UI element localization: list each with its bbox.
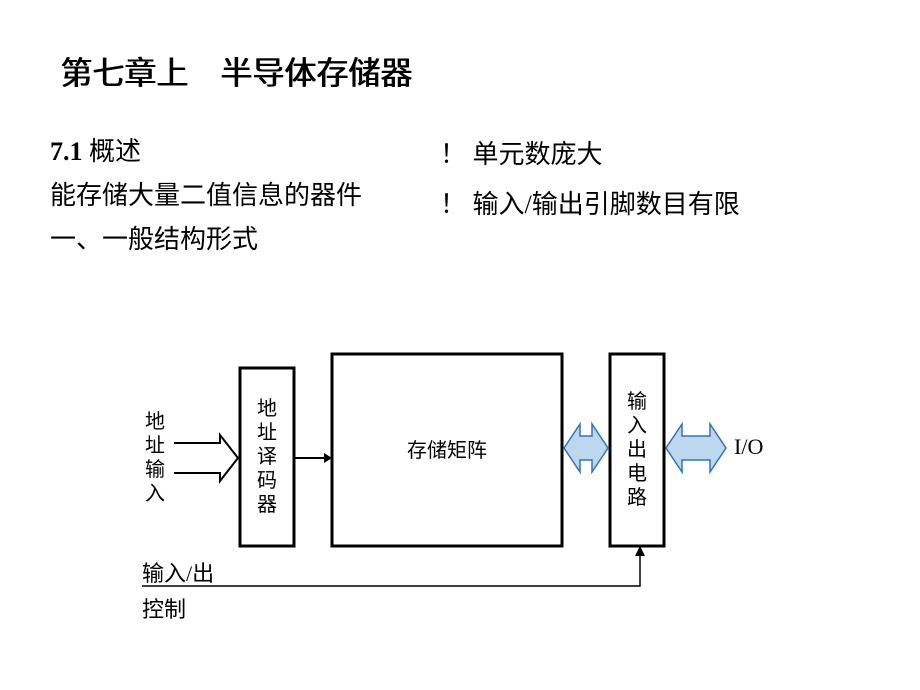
overview-line: 能存储大量二值信息的器件 [50, 174, 362, 218]
svg-text:码: 码 [257, 470, 277, 492]
page: 第七章上 半导体存储器 7.1 概述 能存储大量二值信息的器件 一、一般结构形式… [0, 0, 920, 690]
right-text-block: ！ 单元数庞大 ！ 输入/输出引脚数目有限 [440, 130, 740, 230]
footer-line-1: 输入/出 [142, 556, 214, 588]
svg-text:存储矩阵: 存储矩阵 [407, 439, 487, 462]
svg-text:器: 器 [257, 494, 277, 516]
bullet-mark: ！ [440, 140, 466, 169]
bullet-text: 输入/输出引脚数目有限 [473, 190, 740, 219]
svg-text:址: 址 [145, 434, 165, 457]
svg-text:输: 输 [145, 458, 165, 481]
svg-text:地: 地 [145, 410, 165, 433]
svg-text:路: 路 [627, 486, 647, 509]
section-title: 概述 [89, 137, 141, 166]
svg-text:电: 电 [627, 462, 647, 485]
section-number: 7.1 [50, 137, 83, 166]
bullet-1: ！ 单元数庞大 [440, 130, 740, 180]
svg-text:输: 输 [627, 390, 647, 413]
bullet-mark: ！ [440, 190, 466, 219]
bullet-2: ！ 输入/输出引脚数目有限 [440, 180, 740, 230]
block-diagram: 地址输入地址译码器存储矩阵输入出电路 I/O 输入/出 控制 [100, 338, 820, 618]
bullet-text: 单元数庞大 [473, 140, 603, 169]
svg-text:址: 址 [257, 421, 277, 444]
footer-line-2: 控制 [142, 592, 186, 624]
section-heading: 7.1 概述 [50, 130, 362, 174]
svg-text:地: 地 [257, 397, 277, 420]
svg-text:译: 译 [257, 445, 277, 468]
left-text-block: 7.1 概述 能存储大量二值信息的器件 一、一般结构形式 [50, 130, 362, 262]
svg-text:出: 出 [627, 438, 647, 461]
structure-heading: 一、一般结构形式 [50, 218, 362, 262]
svg-text:入: 入 [627, 415, 647, 437]
chapter-title: 第七章上 半导体存储器 [60, 48, 412, 94]
io-label: I/O [734, 434, 763, 460]
svg-text:入: 入 [145, 483, 165, 505]
